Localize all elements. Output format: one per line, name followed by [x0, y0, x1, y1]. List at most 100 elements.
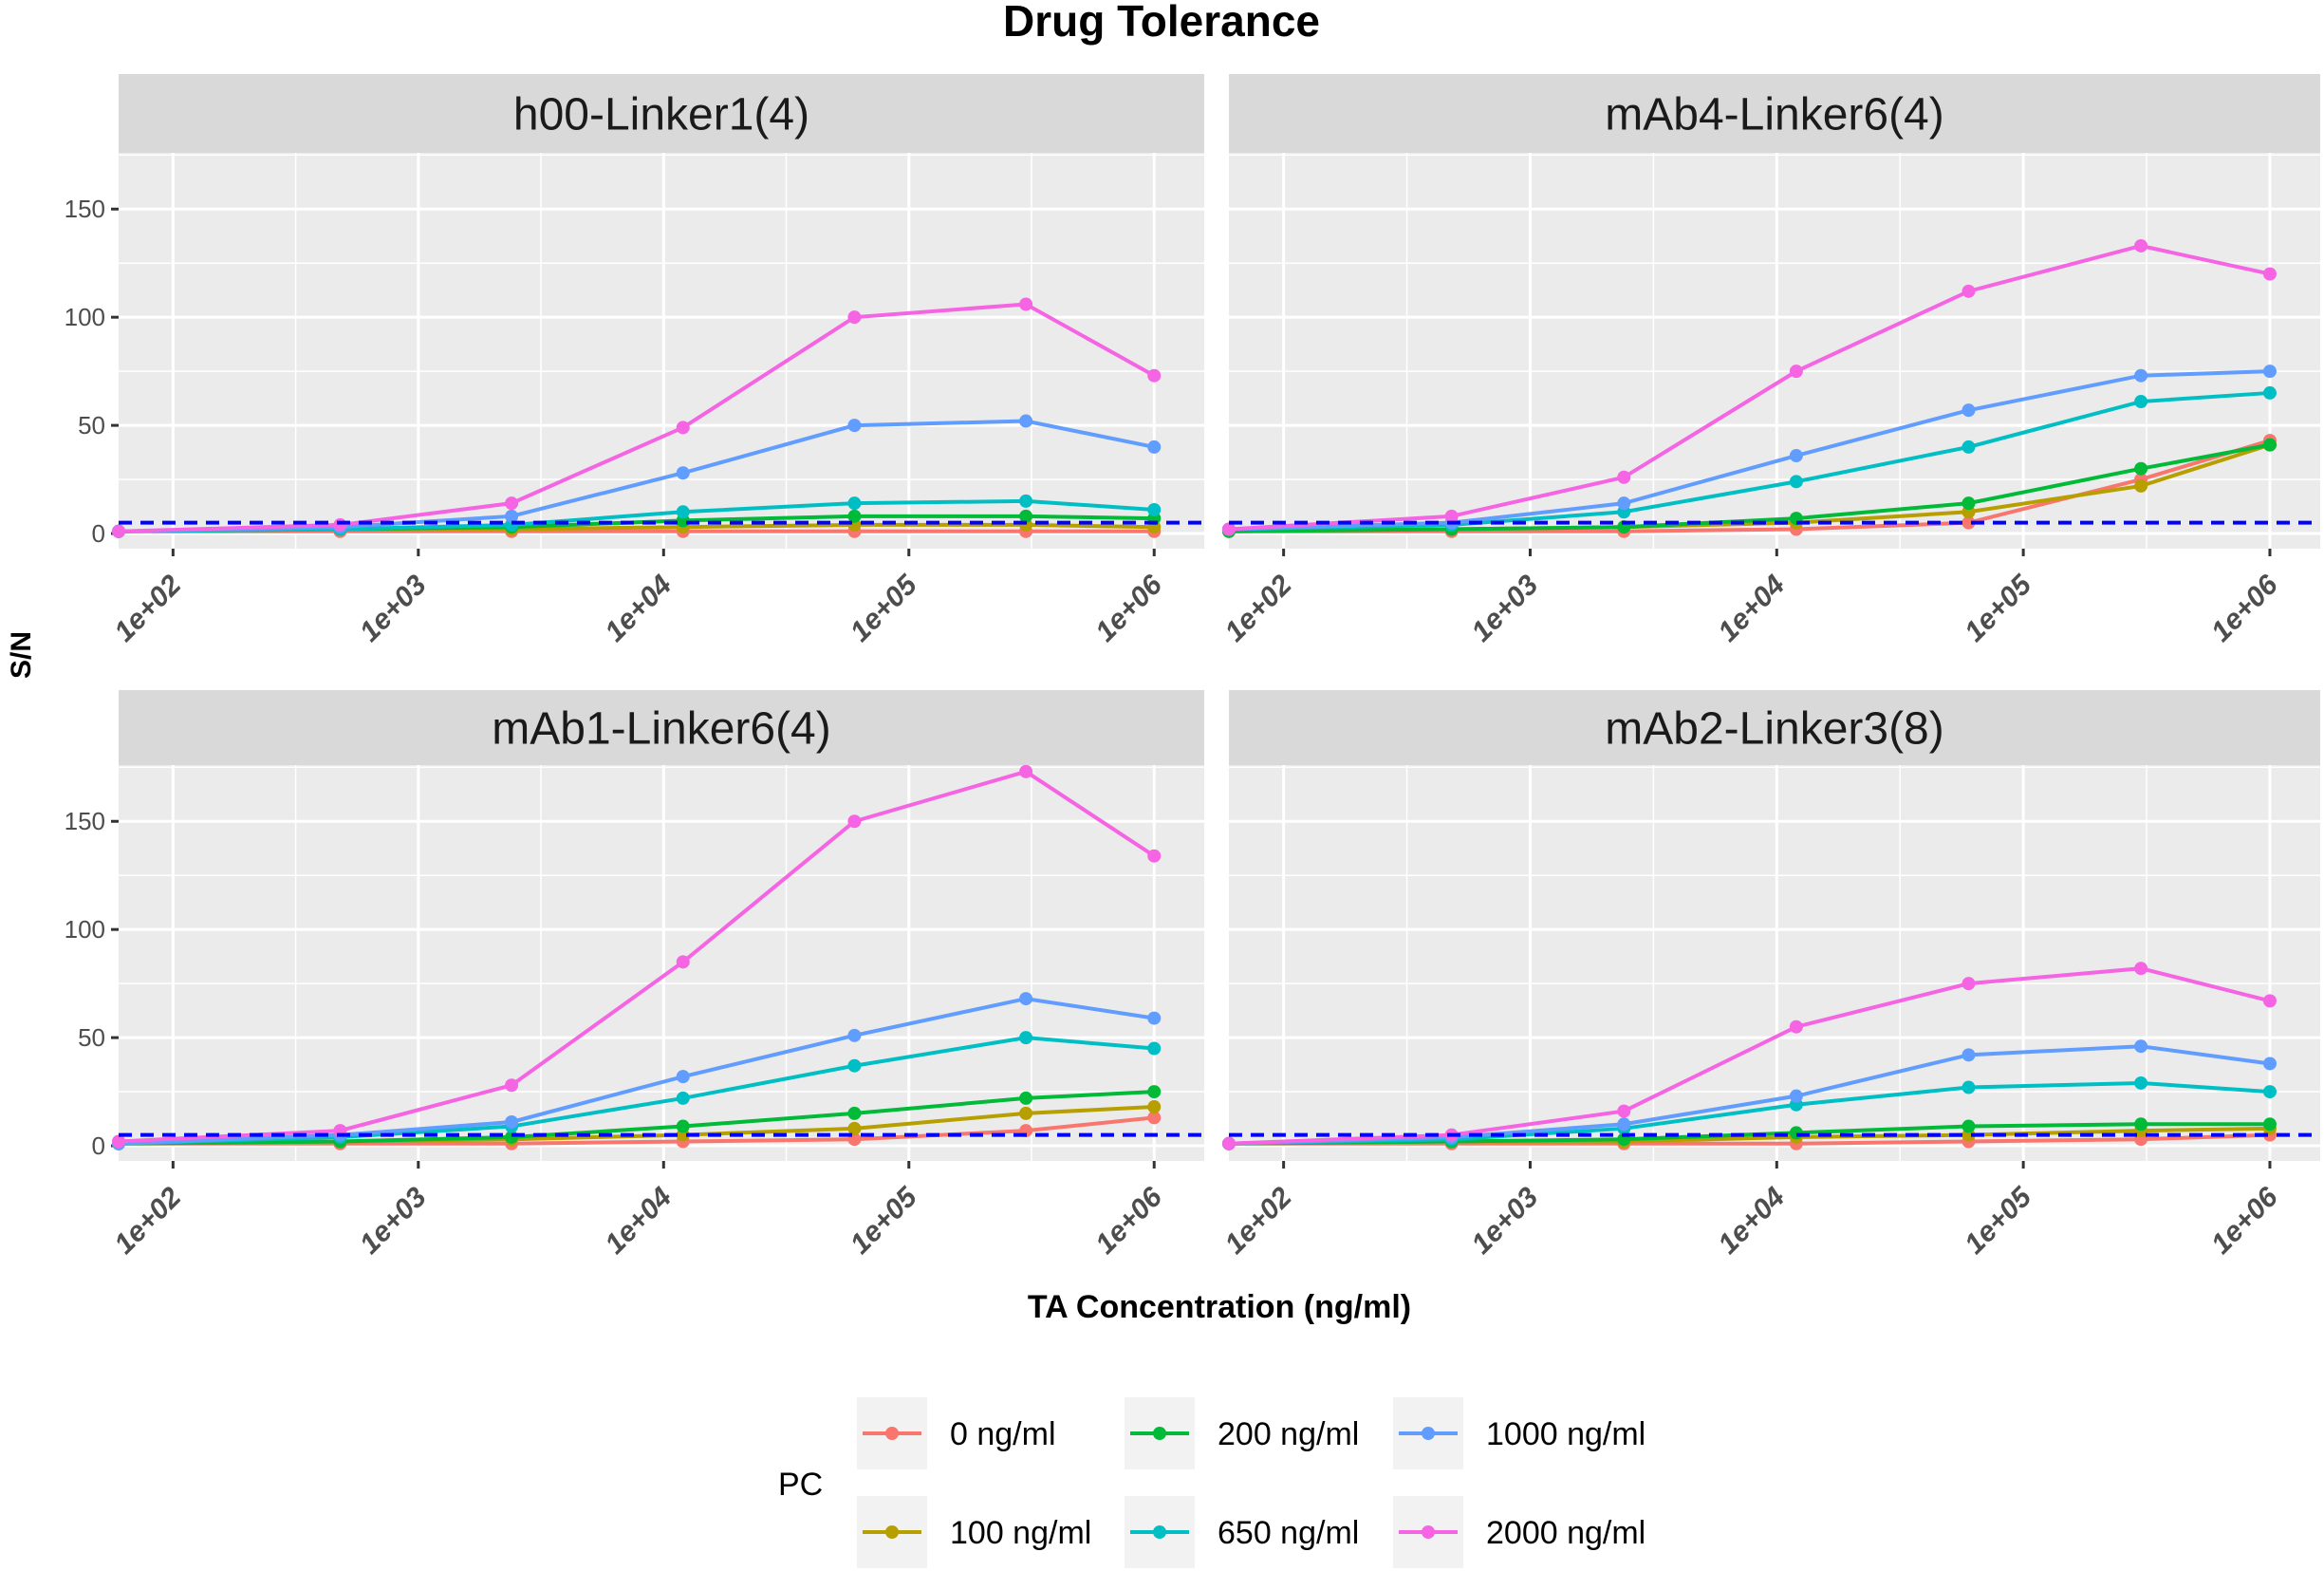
data-point [1147, 368, 1162, 383]
x-tick-label: 1e+06 [2205, 569, 2284, 647]
panel-4: mAb2-Linker3(8) 1e+02 1e+03 1e+04 1e+05 1e+06 [1219, 690, 2320, 1261]
y-tick-label: 50 [78, 1023, 105, 1052]
data-point [1961, 1048, 1976, 1062]
y-tick-label: 0 [92, 519, 105, 548]
plot-background [1229, 153, 2320, 549]
data-point [676, 955, 690, 969]
data-point [847, 1121, 862, 1135]
data-point [1617, 1117, 1631, 1131]
data-point [1222, 522, 1236, 536]
data-point [1019, 494, 1033, 508]
data-point [1019, 509, 1033, 523]
data-point [676, 1119, 690, 1133]
data-point [2262, 385, 2277, 400]
data-point [1019, 764, 1033, 778]
data-point [1961, 515, 1976, 530]
legend-point [885, 1427, 899, 1440]
data-point [2134, 368, 2148, 383]
data-point [1019, 992, 1033, 1006]
data-point [1147, 1041, 1162, 1056]
data-point [847, 496, 862, 511]
data-point [1222, 1136, 1236, 1150]
data-point [505, 496, 519, 511]
x-tick-label: 1e+03 [354, 569, 433, 647]
panel-strip [1229, 690, 2320, 765]
data-point [1444, 509, 1459, 523]
data-point [1961, 977, 1976, 991]
legend-item: 200 ng/ml [1125, 1397, 1359, 1469]
legend-point [1153, 1427, 1166, 1440]
data-point [1147, 1085, 1162, 1099]
data-point [1789, 365, 1803, 379]
panel-strip [119, 74, 1204, 153]
data-point [1961, 440, 1976, 454]
y-tick-label: 100 [65, 303, 105, 331]
x-tick-label: 1e+05 [1959, 1181, 2038, 1261]
data-point [2134, 1075, 2148, 1090]
x-tick-label: 1e+04 [1712, 1181, 1791, 1260]
legend-point [1153, 1525, 1166, 1539]
panel-1: h00-Linker1(4) 1e+02 1e+03 1e+04 1e+05 1e+06 0… [65, 74, 1204, 648]
panel-2: mAb4-Linker6(4) 1e+02 1e+03 1e+04 1e+05 1e+06 [1219, 74, 2320, 648]
data-point [1147, 1100, 1162, 1114]
data-point [1617, 496, 1631, 511]
data-point [1961, 496, 1976, 511]
x-tick-label: 1e+05 [845, 569, 924, 648]
x-tick-label: 1e+05 [1959, 569, 2038, 648]
x-tick-label: 1e+02 [1219, 569, 1298, 647]
panel-title: h00-Linker1(4) [513, 90, 809, 140]
legend-label: 200 ng/ml [1218, 1416, 1359, 1452]
data-point [847, 509, 862, 523]
y-tick-label: 100 [65, 915, 105, 944]
y-tick-label: 150 [65, 807, 105, 835]
legend-item: 100 ng/ml [857, 1496, 1091, 1568]
data-point [1019, 297, 1033, 311]
x-tick-label: 1e+02 [108, 569, 187, 647]
data-point [847, 1058, 862, 1073]
data-point [1789, 449, 1803, 463]
x-tick-label: 1e+06 [1089, 569, 1168, 647]
data-point [2134, 461, 2148, 476]
data-point [1961, 284, 1976, 298]
data-point [1789, 475, 1803, 489]
legend: PC 0 ng/ml 100 ng/ml 200 ng/ml 650 ng/ml 100… [778, 1397, 1645, 1568]
data-point [1789, 1019, 1803, 1034]
panel-title: mAb1-Linker6(4) [492, 704, 830, 755]
legend-label: 1000 ng/ml [1486, 1416, 1645, 1452]
data-point [1019, 1106, 1033, 1120]
data-point [1617, 1104, 1631, 1118]
data-point [676, 421, 690, 435]
data-point [847, 310, 862, 325]
data-point [676, 1070, 690, 1084]
data-point [847, 419, 862, 433]
data-point [112, 524, 125, 538]
data-point [2262, 365, 2277, 379]
panel-title: mAb4-Linker6(4) [1605, 90, 1943, 140]
data-point [333, 517, 347, 532]
x-tick-label: 1e+02 [1219, 1181, 1298, 1260]
x-tick-label: 1e+06 [1089, 1181, 1168, 1260]
legend-label: 0 ng/ml [950, 1416, 1056, 1452]
legend-label: 100 ng/ml [950, 1515, 1091, 1551]
x-tick-label: 1e+06 [2205, 1181, 2284, 1260]
y-tick-label: 50 [78, 411, 105, 440]
legend-item: 1000 ng/ml [1393, 1397, 1645, 1469]
legend-point [885, 1525, 899, 1539]
x-tick-label: 1e+04 [1712, 569, 1791, 647]
legend-point [1422, 1525, 1435, 1539]
plot-background [1229, 765, 2320, 1161]
data-point [2262, 267, 2277, 281]
data-point [1961, 1119, 1976, 1133]
x-tick-label: 1e+05 [845, 1181, 924, 1261]
panel-title: mAb2-Linker3(8) [1605, 704, 1943, 755]
data-point [1617, 470, 1631, 484]
y-tick-label: 150 [65, 195, 105, 223]
data-point [1019, 1091, 1033, 1105]
legend-item: 0 ng/ml [857, 1397, 1056, 1469]
data-point [847, 1028, 862, 1042]
data-point [847, 814, 862, 829]
legend-point [1422, 1427, 1435, 1440]
data-point [505, 1114, 519, 1129]
data-point [2262, 438, 2277, 452]
